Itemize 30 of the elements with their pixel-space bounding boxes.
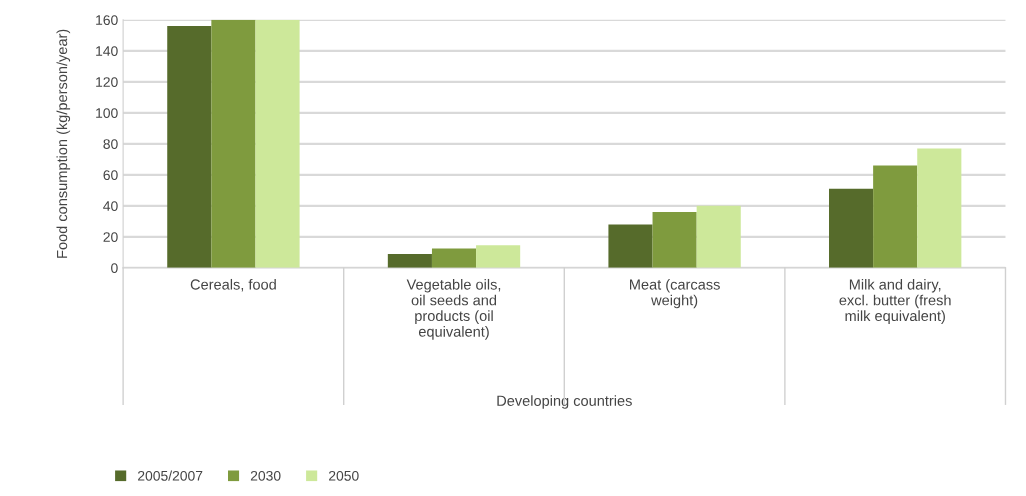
bar	[652, 212, 697, 268]
bar	[608, 224, 653, 268]
x-tick-label: Cereals, food	[190, 278, 276, 292]
bar	[476, 245, 521, 268]
x-axis-title: Developing countries	[497, 395, 632, 409]
y-tick-label: 40	[103, 201, 118, 212]
y-tick-label: 140	[96, 46, 118, 57]
bar	[696, 205, 741, 268]
bar	[167, 26, 212, 268]
legend-label: 2030	[250, 470, 281, 481]
bar	[829, 188, 874, 268]
y-tick-label: 160	[96, 15, 118, 26]
y-tick-label: 60	[103, 170, 118, 181]
bar	[917, 148, 962, 268]
y-tick-label: 80	[103, 139, 118, 150]
x-tick-label: Milk and dairy, excl. butter (fresh milk equivalent)	[839, 278, 951, 324]
legend-label: 2050	[329, 470, 359, 481]
bar	[255, 19, 300, 268]
bar	[387, 253, 432, 268]
bar	[431, 248, 477, 268]
x-tick-label: Vegetable oils, oil seeds and products (oil equivalent)	[406, 278, 501, 340]
y-tick-label: 100	[96, 108, 118, 119]
y-tick-label: 0	[111, 263, 118, 274]
bar	[211, 19, 256, 268]
y-tick-label: 20	[103, 232, 118, 243]
x-tick-label: Meat (carcass weight)	[630, 278, 720, 309]
y-tick-label: 120	[96, 77, 118, 88]
y-axis-title: Food consumption (kg/person/year)	[56, 29, 71, 258]
legend-label: 2005/2007	[138, 470, 203, 481]
bar	[873, 165, 918, 268]
